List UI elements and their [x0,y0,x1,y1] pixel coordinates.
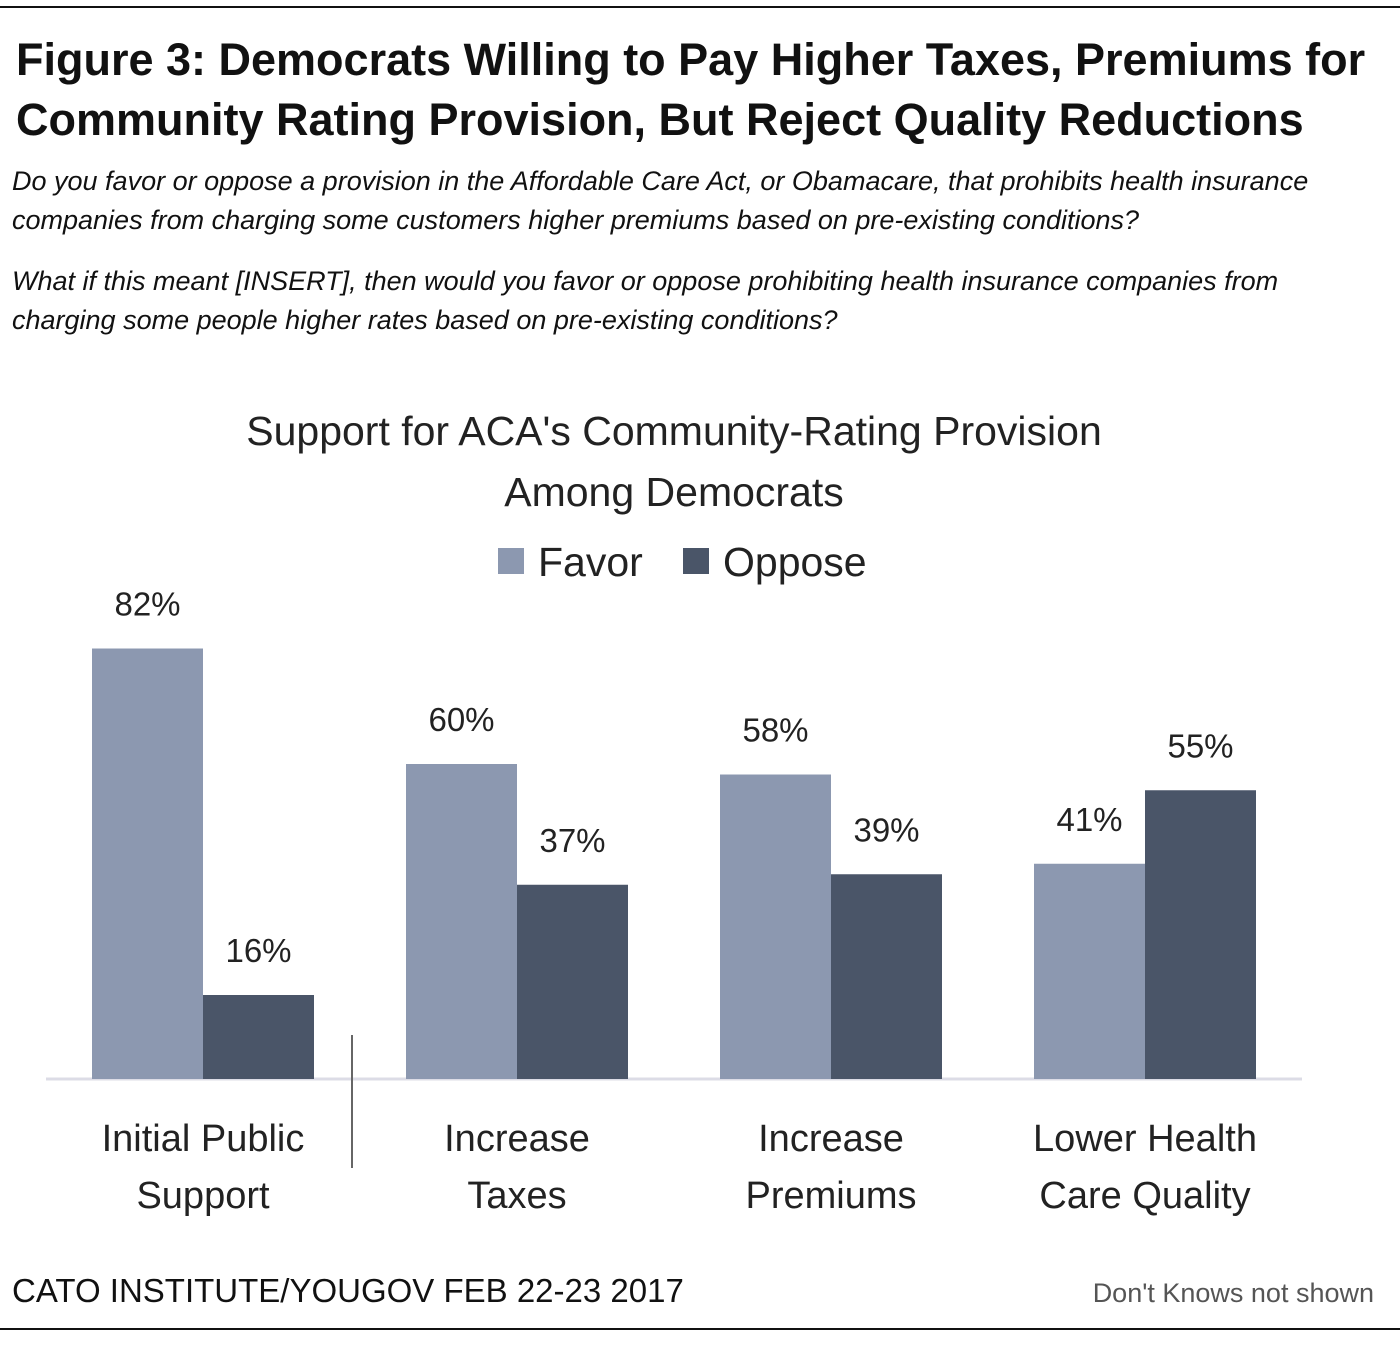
category-label-3-line-1: Increase [758,1118,904,1160]
legend-swatch-oppose [683,548,709,574]
data-label-favor-3: 58% [742,712,808,749]
bar-oppose-1 [203,995,314,1079]
data-label-favor-1: 82% [114,586,180,623]
category-label-2-line-1: Increase [444,1118,590,1160]
source-credit: CATO INSTITUTE/YOUGOV FEB 22-23 2017 [12,1272,684,1309]
category-label-2-line-2: Taxes [467,1175,566,1217]
data-label-oppose-4: 55% [1167,727,1233,764]
bar-favor-1 [92,648,203,1079]
survey-question-1: Do you favor or oppose a provision in th… [12,166,1309,235]
bar-favor-3 [720,774,831,1079]
footnote: Don't Knows not shown [1092,1278,1374,1308]
category-label-4-line-1: Lower Health [1033,1118,1257,1160]
category-label-4-line-2: Care Quality [1039,1175,1250,1217]
bar-favor-4 [1034,863,1145,1079]
bar-oppose-2 [517,884,628,1079]
bar-oppose-3 [831,874,942,1079]
survey-question-2: What if this meant [INSERT], then would … [12,266,1279,335]
top-rule [0,6,1400,8]
legend-swatch-favor [498,548,524,574]
bar-chart: Support for ACA's Community-Rating Provi… [46,408,1302,1217]
data-label-oppose-1: 16% [225,932,291,969]
chart-title-line-1: Support for ACA's Community-Rating Provi… [246,408,1102,454]
category-label-1-line-2: Support [136,1175,270,1217]
data-label-oppose-3: 39% [853,811,919,848]
legend-label-favor: Favor [538,539,643,585]
legend-label-oppose: Oppose [723,539,867,585]
bottom-rule [0,1328,1400,1330]
data-label-favor-4: 41% [1056,801,1122,838]
bar-favor-2 [406,764,517,1079]
category-label-1-line-1: Initial Public [102,1118,305,1160]
bar-oppose-4 [1145,790,1256,1079]
data-label-favor-2: 60% [428,701,494,738]
data-label-oppose-2: 37% [539,822,605,859]
figure-title: Figure 3: Democrats Willing to Pay Highe… [16,34,1366,145]
chart-title-line-2: Among Democrats [504,469,844,515]
category-label-3-line-2: Premiums [745,1175,916,1217]
